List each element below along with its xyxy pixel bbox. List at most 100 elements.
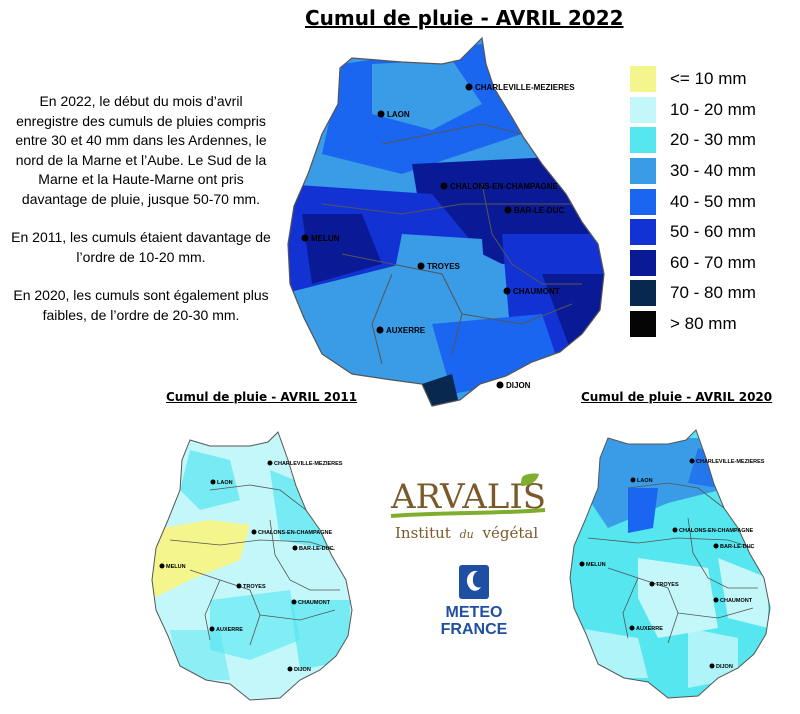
meteo-france-emblem-icon <box>459 565 489 599</box>
city-label-laon: LAON <box>637 478 653 484</box>
legend-label: 60 - 70 mm <box>670 252 756 272</box>
legend-swatch <box>630 158 656 185</box>
city-dot-dijon <box>709 663 715 669</box>
city-dot-chaumont <box>713 597 719 603</box>
arvalis-tagline: Institut du végétal <box>395 524 538 542</box>
legend-label: 50 - 60 mm <box>670 222 756 242</box>
city-label-auxerre: AUXERRE <box>386 326 426 335</box>
legend-label: <= 10 mm <box>670 69 747 89</box>
city-label-chaumont: CHAUMONT <box>298 600 331 606</box>
legend-swatch <box>630 188 656 215</box>
city-dot-barleduc <box>504 206 512 214</box>
legend-label: 20 - 30 mm <box>670 130 756 150</box>
city-label-dijon: DIJON <box>294 667 311 673</box>
description-paragraph-2011: En 2011, les cumuls étaient davantage de… <box>11 229 271 265</box>
city-dot-troyes <box>417 262 425 270</box>
city-label-laon: LAON <box>217 480 233 486</box>
legend-item: 30 - 40 mm <box>630 156 790 187</box>
legend-item: 10 - 20 mm <box>630 95 790 126</box>
legend-label: 30 - 40 mm <box>670 161 756 181</box>
map-2020-title: Cumul de pluie - AVRIL 2020 <box>581 390 773 404</box>
city-dot-laon <box>210 479 216 485</box>
city-dot-chaumont <box>291 599 297 605</box>
city-label-melun: MELUN <box>311 234 340 243</box>
city-dot-dijon <box>496 381 504 389</box>
description-paragraph-2020: En 2020, les cumuls sont également plus … <box>13 287 269 323</box>
legend-swatch <box>630 280 656 307</box>
city-label-troyes: TROYES <box>427 262 461 271</box>
city-dot-charleville <box>465 83 473 91</box>
city-label-chaumont: CHAUMONT <box>720 598 753 604</box>
legend-swatch <box>630 249 656 276</box>
meteo-france-logo: METEO FRANCE <box>441 565 508 638</box>
arvalis-tagline-du: du <box>460 528 474 541</box>
legend-swatch <box>630 96 656 123</box>
meteo-france-line2: FRANCE <box>441 621 508 638</box>
city-label-chalons: CHALONS-EN-CHAMPAGNE <box>258 530 332 536</box>
description-text: En 2022, le début du mois d’avril enregi… <box>8 92 274 344</box>
legend-swatch <box>630 219 656 246</box>
city-dot-laon <box>630 477 636 483</box>
city-label-barleduc: BAR-LE-DUC <box>299 546 334 552</box>
legend-swatch <box>630 66 656 93</box>
city-label-barleduc: BAR-LE-DUC <box>514 206 564 215</box>
city-dot-barleduc <box>292 545 298 551</box>
map-2020: CHARLEVILLE-MEZIERES LAON CHALONS-EN-CHA… <box>569 429 771 699</box>
map-2011: CHARLEVILLE-MEZIERES LAON CHALONS-EN-CHA… <box>151 431 353 701</box>
city-dot-dijon <box>287 666 293 672</box>
description-paragraph-2022: En 2022, le début du mois d’avril enregi… <box>15 93 267 207</box>
legend: <= 10 mm 10 - 20 mm 20 - 30 mm 30 - 40 m… <box>630 64 790 339</box>
legend-item: 60 - 70 mm <box>630 248 790 279</box>
city-dot-chalons <box>251 529 257 535</box>
city-label-chaumont: CHAUMONT <box>513 287 560 296</box>
legend-label: 40 - 50 mm <box>670 191 756 211</box>
city-dot-troyes <box>236 583 242 589</box>
city-dot-charleville <box>267 460 273 466</box>
city-dot-melun <box>159 563 165 569</box>
city-label-chalons: CHALONS-EN-CHAMPAGNE <box>450 182 559 191</box>
legend-swatch <box>630 311 656 338</box>
city-dot-chalons <box>672 527 678 533</box>
legend-item: 50 - 60 mm <box>630 217 790 248</box>
city-label-charleville: CHARLEVILLE-MEZIERES <box>696 459 765 465</box>
page-title: Cumul de pluie - AVRIL 2022 <box>305 6 624 30</box>
legend-item: 40 - 50 mm <box>630 186 790 217</box>
legend-label: > 80 mm <box>670 314 737 334</box>
map-2011-title: Cumul de pluie - AVRIL 2011 <box>166 390 358 404</box>
city-label-melun: MELUN <box>586 562 606 568</box>
city-dot-melun <box>301 234 309 242</box>
meteo-france-line1: METEO <box>446 604 503 621</box>
city-label-troyes: TROYES <box>656 582 679 588</box>
legend-item: <= 10 mm <box>630 64 790 95</box>
city-label-dijon: DIJON <box>506 381 531 390</box>
legend-label: 10 - 20 mm <box>670 99 756 119</box>
city-label-chalons: CHALONS-EN-CHAMPAGNE <box>679 528 753 534</box>
city-dot-troyes <box>649 581 655 587</box>
city-label-melun: MELUN <box>166 564 186 570</box>
legend-item: > 80 mm <box>630 309 790 340</box>
arvalis-logo: ARVALIS Institut du végétal <box>390 473 546 542</box>
city-dot-chalons <box>440 182 448 190</box>
city-label-auxerre: AUXERRE <box>636 626 663 632</box>
city-label-barleduc: BAR-LE-DUC <box>720 544 755 550</box>
city-label-charleville: CHARLEVILLE-MEZIERES <box>274 461 343 467</box>
arvalis-leaf-icon <box>521 473 539 486</box>
legend-swatch <box>630 127 656 154</box>
arvalis-tagline-vegetal: végétal <box>482 524 539 542</box>
city-label-auxerre: AUXERRE <box>216 627 243 633</box>
legend-item: 20 - 30 mm <box>630 125 790 156</box>
city-dot-laon <box>377 110 385 118</box>
legend-label: 70 - 80 mm <box>670 283 756 303</box>
city-dot-barleduc <box>713 543 719 549</box>
arvalis-tagline-institut: Institut <box>395 524 451 542</box>
city-label-dijon: DIJON <box>716 664 733 670</box>
city-dot-melun <box>579 561 585 567</box>
city-label-laon: LAON <box>387 110 410 119</box>
city-dot-auxerre <box>376 326 384 334</box>
city-dot-auxerre <box>629 625 635 631</box>
city-label-charleville: CHARLEVILLE-MEZIERES <box>475 83 575 92</box>
city-label-troyes: TROYES <box>243 584 266 590</box>
city-dot-charleville <box>689 458 695 464</box>
city-dot-chaumont <box>503 287 511 295</box>
legend-item: 70 - 80 mm <box>630 278 790 309</box>
